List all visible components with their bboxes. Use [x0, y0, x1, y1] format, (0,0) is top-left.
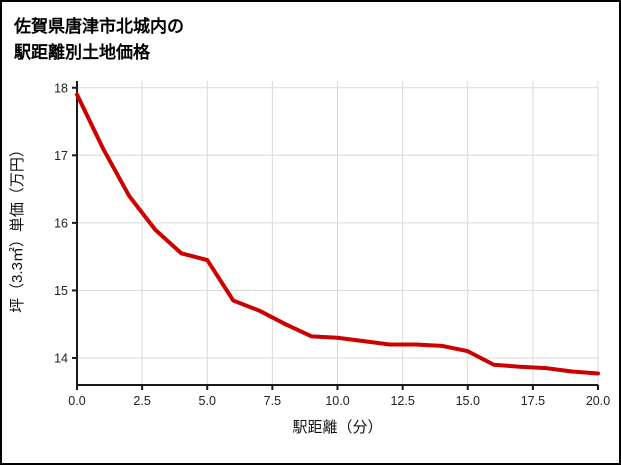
- y-tick-label: 18: [54, 81, 68, 95]
- chart-title: 佐賀県唐津市北城内の 駅距離別土地価格: [2, 2, 619, 69]
- x-tick-label: 10.0: [325, 394, 349, 408]
- y-tick-label: 17: [54, 149, 68, 163]
- line-chart: 0.0 2.5 5.0 7.5 10.0 12.5 15.0 17.5 20.0 14 15 16 17…: [2, 69, 619, 414]
- chart-title-line-1: 佐賀県唐津市北城内の: [14, 17, 184, 36]
- chart-title-line-2: 駅距離別土地価格: [14, 42, 150, 62]
- y-tick-label: 16: [54, 216, 68, 230]
- x-tick-label: 0.0: [68, 394, 85, 408]
- x-tick-label: 15.0: [456, 394, 480, 408]
- data-line-price: [75, 92, 600, 376]
- line-chart-svg: 0.0 2.5 5.0 7.5 10.0 12.5 15.0 17.5 20.0 14 15 16 17…: [54, 81, 610, 408]
- x-axis-label: 駅距離（分）: [292, 419, 383, 436]
- x-tick-label: 5.0: [199, 394, 216, 408]
- y-tick-label: 14: [54, 351, 68, 365]
- x-tick-label: 2.5: [133, 394, 150, 408]
- x-tick-label: 20.0: [586, 394, 610, 408]
- x-tick-label: 12.5: [390, 394, 414, 408]
- y-tick-label: 15: [54, 284, 68, 298]
- x-tick-label: 7.5: [264, 394, 281, 408]
- x-tick-label: 17.5: [521, 394, 545, 408]
